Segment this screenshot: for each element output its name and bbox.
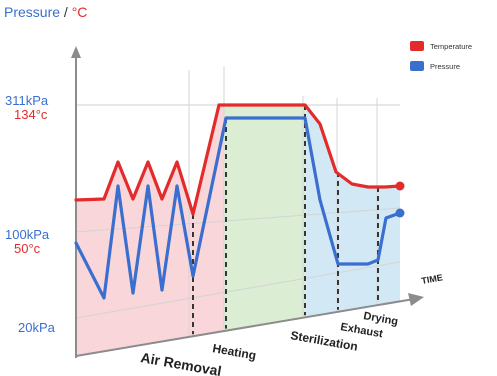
y-tick-50-temperature: 50°c	[14, 241, 41, 256]
ref-line-20	[75, 261, 401, 319]
phase-label-air-removal: Air Removal	[139, 349, 222, 376]
legend-label-pressure: Pressure	[430, 61, 461, 71]
legend-item-pressure: Pressure	[410, 56, 472, 76]
temperature-line	[74, 103, 402, 216]
y-axis-title-separator: /	[60, 4, 72, 20]
y-axis-title: Pressure / °C	[4, 4, 87, 20]
y-tick-134-temperature: 134°c	[14, 107, 48, 122]
x-axis-title: TIME	[421, 272, 444, 286]
y-axis-title-pressure: Pressure	[4, 4, 61, 20]
phase-label-drying: Drying	[362, 310, 398, 328]
ref-line-100	[75, 207, 401, 233]
temperature-end-marker	[395, 181, 405, 191]
legend-item-temperature: Temperature	[410, 36, 472, 56]
legend: Temperature Pressure	[410, 36, 472, 76]
y-tick-100-pressure: 100kPa	[5, 227, 50, 242]
legend-label-temperature: Temperature	[430, 41, 473, 51]
pressure-end-marker	[395, 208, 405, 218]
y-tick-20-pressure: 20kPa	[18, 320, 55, 335]
y-axis-title-temperature: °C	[71, 4, 88, 20]
phase-region-air-removal	[76, 105, 224, 356]
phase-label-heating: Heating	[211, 341, 257, 362]
legend-swatch-pressure	[410, 61, 424, 71]
y-axis-arrow	[71, 46, 81, 58]
pressure-line	[74, 116, 402, 300]
legend-swatch-temperature	[410, 41, 424, 51]
x-axis-arrow	[408, 293, 424, 306]
y-tick-311-pressure: 311kPa	[5, 93, 49, 108]
x-axis-line	[75, 298, 415, 357]
